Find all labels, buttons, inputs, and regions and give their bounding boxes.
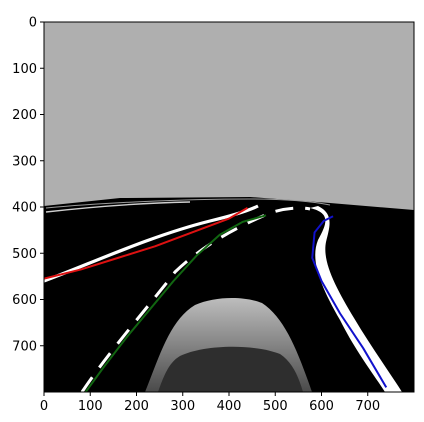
- x-tick-label: 200: [124, 399, 149, 414]
- x-tick-label: 100: [78, 399, 103, 414]
- ticks-layer: 0 100 200 300 400 500 600 700 0 100 200 300 400 500 60…: [12, 16, 380, 415]
- horizon-lane-marking: [45, 198, 331, 209]
- y-tick-label: 400: [12, 201, 37, 216]
- x-tick-label: 700: [355, 399, 380, 414]
- y-tick-label: 0: [29, 16, 37, 31]
- center-dashed-lane-line: [80, 206, 311, 392]
- y-tick-label: 700: [12, 339, 37, 354]
- y-tick-label: 600: [12, 293, 37, 308]
- series-line-1: [84, 214, 267, 392]
- horizon-lane-marking: [45, 201, 191, 213]
- series-layer: [44, 207, 388, 392]
- x-tick-label: 400: [217, 399, 242, 414]
- y-tick-label: 500: [12, 247, 37, 262]
- series-line-2: [311, 215, 388, 388]
- y-tick-label: 100: [12, 62, 37, 77]
- series-line-0: [44, 207, 248, 280]
- sky: [44, 22, 414, 212]
- camera-image: [44, 22, 414, 392]
- y-tick-label: 300: [12, 154, 37, 169]
- x-tick-label: 0: [40, 399, 48, 414]
- x-tick-label: 600: [309, 399, 334, 414]
- x-tick-label: 300: [170, 399, 195, 414]
- x-tick-label: 500: [263, 399, 288, 414]
- left-lane-line: [44, 204, 259, 283]
- y-tick-label: 200: [12, 108, 37, 123]
- car-hood-shadow: [158, 346, 303, 392]
